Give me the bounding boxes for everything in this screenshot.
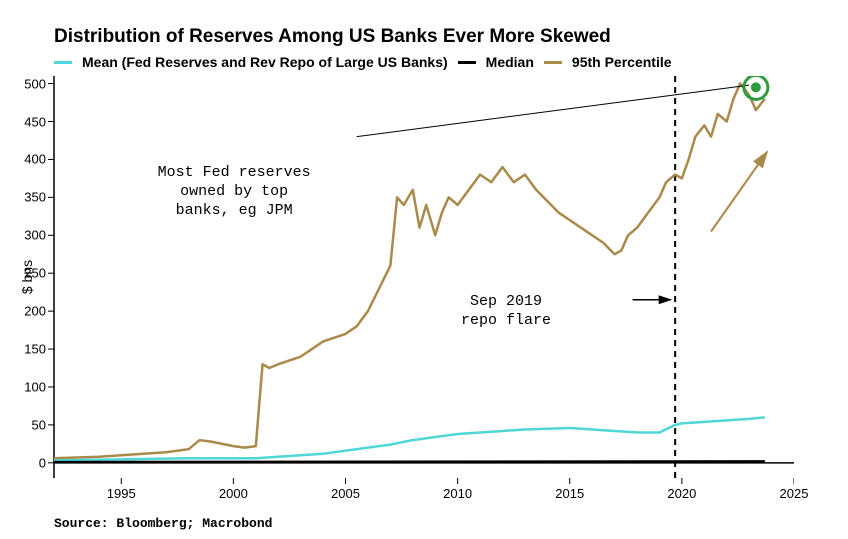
x-tick-label: 2000	[219, 478, 248, 501]
series-mean	[54, 417, 765, 460]
annotation-arrow-trend-arrow	[711, 152, 767, 232]
y-tick-label: 200	[6, 304, 54, 319]
highlight-circle-icon	[744, 76, 768, 99]
legend-item-p95: 95th Percentile	[544, 54, 672, 70]
legend-swatch-p95	[544, 61, 562, 64]
y-tick-label: 350	[6, 190, 54, 205]
annotation-trend-line	[357, 85, 749, 137]
x-tick-label: 2020	[667, 478, 696, 501]
x-tick-label: 2005	[331, 478, 360, 501]
legend-label-median: Median	[486, 54, 534, 70]
chart-title: Distribution of Reserves Among US Banks …	[54, 26, 794, 48]
legend-swatch-mean	[54, 61, 72, 64]
y-tick-label: 450	[6, 114, 54, 129]
legend-swatch-median	[458, 61, 476, 64]
source-text: Source: Bloomberg; Macrobond	[54, 516, 272, 531]
plot-area: $ bns 0501001502002503003504004505001995…	[54, 76, 794, 478]
legend-label-mean: Mean (Fed Reserves and Rev Repo of Large…	[82, 54, 448, 70]
x-tick-label: 2015	[555, 478, 584, 501]
y-tick-label: 100	[6, 379, 54, 394]
legend-item-mean: Mean (Fed Reserves and Rev Repo of Large…	[54, 54, 448, 70]
x-tick-label: 2010	[443, 478, 472, 501]
y-tick-label: 500	[6, 76, 54, 91]
annotation-top-banks: Most Fed reserves owned by top banks, eg…	[158, 164, 311, 220]
annotation-repo-flare: Sep 2019 repo flare	[461, 293, 551, 331]
series-median	[54, 461, 765, 462]
legend-label-p95: 95th Percentile	[572, 54, 672, 70]
y-tick-label: 250	[6, 266, 54, 281]
x-tick-label: 1995	[107, 478, 136, 501]
y-tick-label: 0	[6, 455, 54, 470]
y-tick-label: 50	[6, 417, 54, 432]
x-tick-label: 2025	[780, 478, 809, 501]
y-tick-label: 400	[6, 152, 54, 167]
legend-item-median: Median	[458, 54, 534, 70]
y-tick-label: 150	[6, 342, 54, 357]
chart-svg	[48, 76, 794, 484]
y-tick-label: 300	[6, 228, 54, 243]
series-95th-percentile	[54, 84, 765, 459]
legend: Mean (Fed Reserves and Rev Repo of Large…	[54, 54, 794, 70]
